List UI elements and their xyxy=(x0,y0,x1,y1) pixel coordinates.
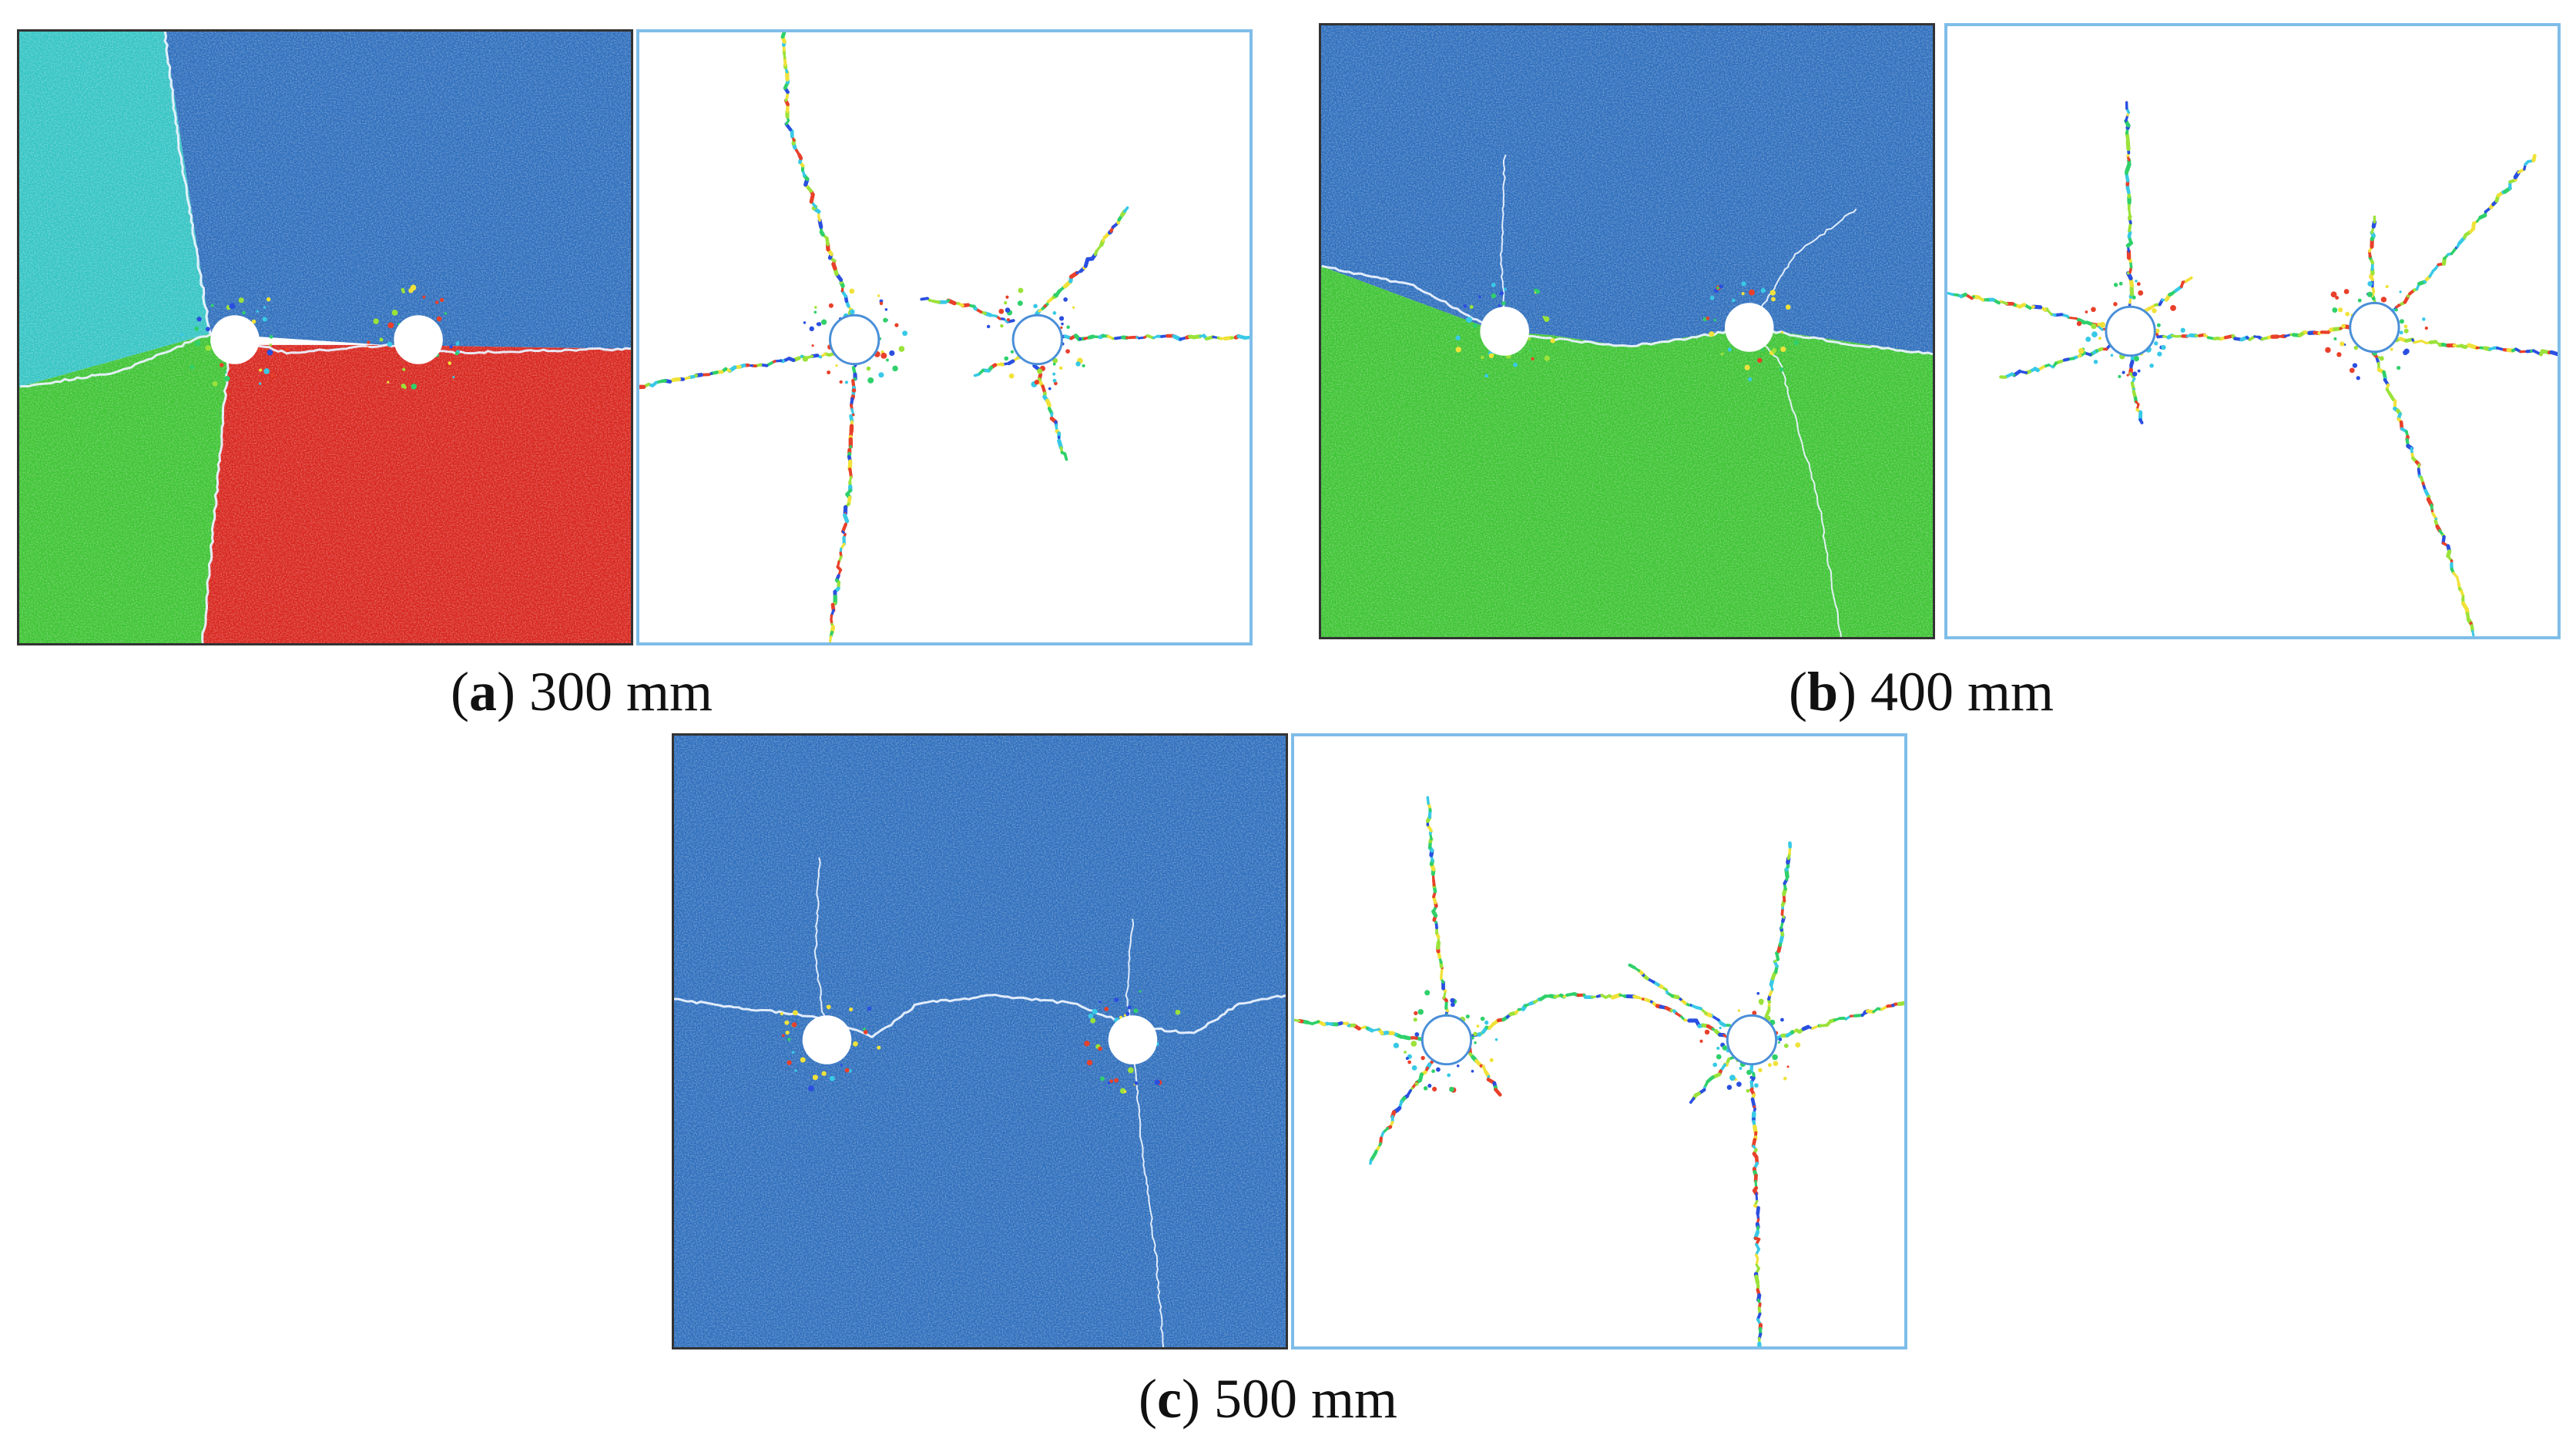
caption-c: (c) 500 mm xyxy=(1139,1371,1397,1427)
blast-hole-right xyxy=(394,315,443,364)
crack-1 xyxy=(1427,797,1447,1017)
blast-hole-left xyxy=(803,1015,852,1064)
crack-8 xyxy=(2397,339,2558,354)
blast-hole-right xyxy=(1109,1015,1158,1064)
crack-10 xyxy=(1691,1057,1735,1102)
crack-6 xyxy=(2157,327,2350,340)
crack-3 xyxy=(2001,345,2110,377)
crack-1 xyxy=(783,32,854,324)
crack-3 xyxy=(830,366,856,642)
crack-map-a xyxy=(636,29,1253,645)
block-fragment-map-b xyxy=(1319,23,1935,639)
crack-4 xyxy=(2146,278,2192,310)
crack-2 xyxy=(1294,1020,1423,1040)
block-fragment-map-a xyxy=(17,29,633,645)
blast-hole-left xyxy=(830,315,879,364)
crack-9 xyxy=(2373,354,2474,636)
crack-3 xyxy=(1370,1061,1432,1163)
crack-map-b xyxy=(1944,23,2561,639)
crack-6 xyxy=(1035,366,1067,460)
block-fragment-map-c xyxy=(672,733,1288,1349)
blast-hole-right xyxy=(1727,1015,1776,1064)
crack-5 xyxy=(1471,994,1728,1038)
blast-hole-left xyxy=(210,315,260,364)
caption-b: (b) 400 mm xyxy=(1789,664,2054,719)
blast-hole-right xyxy=(2350,303,2399,351)
crack-7 xyxy=(2395,156,2535,310)
crack-9 xyxy=(1751,1063,1760,1346)
crack-8 xyxy=(975,356,1021,375)
blast-hole-right xyxy=(1725,303,1774,352)
crack-5 xyxy=(1062,336,1249,340)
crack-4 xyxy=(1037,208,1128,314)
crack-map-c xyxy=(1291,733,1907,1349)
crack-1 xyxy=(2126,102,2132,307)
crack-4 xyxy=(1470,1048,1500,1095)
crack-5 xyxy=(2131,357,2142,423)
crack-8 xyxy=(1776,1004,1904,1039)
crack-2 xyxy=(639,351,839,387)
caption-a: (a) 300 mm xyxy=(451,664,713,719)
blast-hole-left xyxy=(2106,307,2155,355)
blast-hole-left xyxy=(1422,1015,1471,1064)
blast-hole-left xyxy=(1480,307,1529,356)
crack-10 xyxy=(2370,217,2376,303)
blast-hole-right xyxy=(1013,315,1062,364)
crack-6 xyxy=(1766,843,1790,1022)
